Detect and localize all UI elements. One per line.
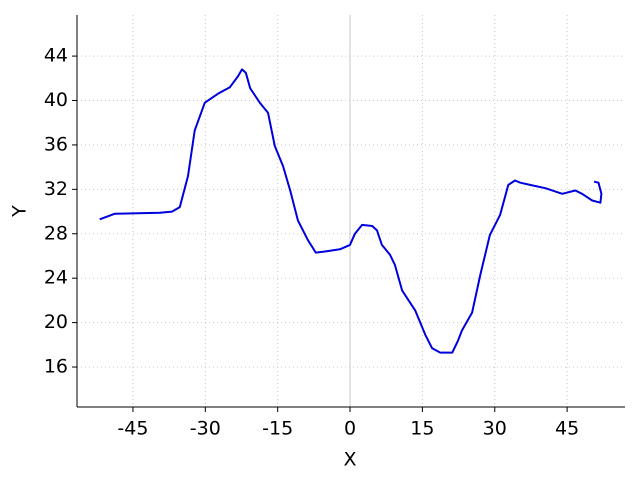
y-tick-label: 16 (44, 356, 68, 378)
x-axis-title: X (343, 449, 356, 471)
x-tick-label: -30 (190, 418, 221, 440)
x-tick-label: 0 (344, 418, 356, 440)
y-tick-label: 20 (44, 311, 68, 333)
data-line (99, 68, 603, 354)
x-tick-label: 15 (410, 418, 434, 440)
y-tick-label: 28 (44, 222, 68, 244)
x-tick-label: -15 (262, 418, 293, 440)
y-tick-label: 44 (44, 45, 68, 67)
y-axis-title: Y (9, 205, 31, 218)
x-tick-label: 45 (555, 418, 579, 440)
x-tick-label: 30 (483, 418, 507, 440)
y-tick-label: 24 (44, 267, 68, 289)
x-tick-label: -45 (117, 418, 148, 440)
y-tick-label: 36 (44, 133, 68, 155)
y-tick-label: 40 (44, 89, 68, 111)
y-tick-label: 32 (44, 178, 68, 200)
